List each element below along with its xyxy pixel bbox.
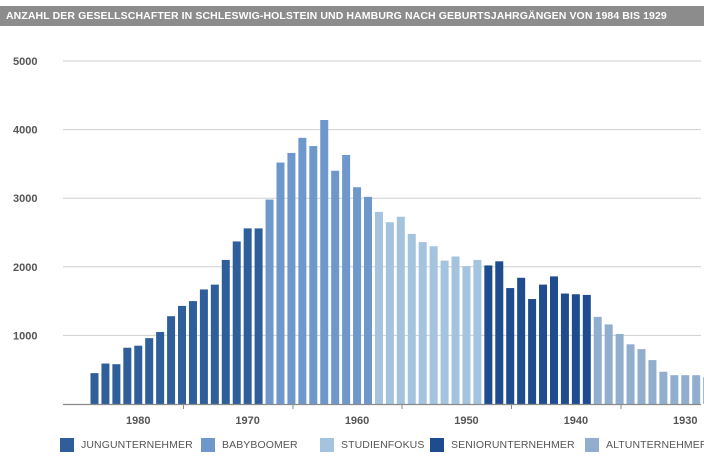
legend-label: JUNGUNTERNEHMER — [81, 439, 193, 451]
bar — [615, 334, 624, 404]
bar — [462, 266, 471, 404]
bar — [484, 265, 493, 404]
bar — [506, 288, 515, 404]
bar — [648, 360, 657, 404]
bar — [287, 152, 296, 404]
bar — [539, 284, 548, 404]
bar — [637, 349, 646, 404]
y-tick-label: 5000 — [13, 56, 37, 68]
bar — [243, 228, 252, 404]
legend-item: BABYBOOMER — [201, 438, 298, 452]
x-axis-ticks: 1980 1970 1960 1950 1940 1930 — [126, 404, 698, 427]
bar — [123, 347, 132, 404]
bar — [593, 316, 602, 404]
legend-label: BABYBOOMER — [222, 439, 298, 451]
bar — [342, 154, 351, 404]
x-tick-label: 1950 — [454, 415, 478, 427]
legend-item: ALTUNTERNEHMER — [585, 438, 704, 452]
legend: JUNGUNTERNEHMER BABYBOOMER STUDIENFOKUS SEN… — [0, 438, 704, 456]
legend-item: STUDIENFOKUS — [320, 438, 424, 452]
bar — [199, 289, 208, 404]
bar — [254, 228, 263, 404]
x-tick-label: 1940 — [564, 415, 588, 427]
bar — [265, 199, 274, 404]
bar — [571, 294, 580, 404]
legend-swatch — [430, 438, 444, 452]
y-tick-label: 1000 — [13, 330, 37, 342]
bar — [517, 277, 526, 404]
bar — [396, 216, 405, 404]
legend-label: STUDIENFOKUS — [341, 439, 425, 451]
y-tick-label: 2000 — [13, 262, 37, 274]
bar — [134, 345, 143, 404]
bar — [473, 259, 482, 404]
chart-title: ANZAHL DER GESELLSCHAFTER IN SCHLESWIG-H… — [0, 6, 704, 26]
legend-label: SENIORUNTERNEHMER — [451, 439, 575, 451]
bar — [385, 222, 394, 404]
bar — [353, 187, 362, 404]
bar — [407, 233, 416, 404]
legend-swatch — [585, 438, 599, 452]
bar — [221, 259, 230, 404]
bar — [418, 242, 427, 404]
x-tick-label: 1930 — [673, 415, 697, 427]
bar — [364, 196, 372, 404]
bar — [188, 301, 197, 404]
bars — [90, 119, 704, 404]
bar — [156, 331, 165, 404]
bar — [90, 373, 99, 404]
x-tick-label: 1970 — [235, 415, 259, 427]
bar — [331, 170, 340, 404]
bar — [101, 363, 110, 404]
bar — [659, 371, 668, 404]
bar — [178, 305, 187, 404]
legend-item: JUNGUNTERNEHMER — [60, 438, 193, 452]
legend-swatch — [60, 438, 74, 452]
bar — [549, 276, 558, 404]
bar — [167, 316, 176, 404]
bar-chart: 1000 2000 3000 4000 5000 1980 1970 1960 1950 194… — [13, 56, 704, 427]
y-tick-label: 3000 — [13, 193, 37, 205]
bar — [374, 211, 383, 404]
bar — [112, 364, 121, 404]
x-tick-label: 1980 — [126, 415, 150, 427]
legend-swatch — [320, 438, 334, 452]
y-axis-tick-labels: 1000 2000 3000 4000 5000 — [13, 56, 37, 342]
bar — [451, 256, 460, 404]
bar — [626, 344, 635, 404]
x-tick-label: 1960 — [345, 415, 369, 427]
bar — [276, 162, 285, 404]
bar — [320, 119, 329, 404]
legend-label: ALTUNTERNEHMER — [606, 439, 704, 451]
bar — [145, 338, 154, 404]
bar — [560, 293, 569, 404]
bar — [232, 241, 241, 404]
bar — [309, 146, 318, 404]
bar — [681, 375, 690, 404]
bar — [298, 137, 307, 404]
bar — [604, 324, 613, 404]
bar — [429, 246, 438, 404]
legend-swatch — [201, 438, 215, 452]
legend-item: SENIORUNTERNEHMER — [430, 438, 575, 452]
bar — [210, 284, 219, 404]
bar — [440, 260, 449, 404]
bar — [670, 375, 679, 404]
bar — [528, 299, 537, 404]
y-tick-label: 4000 — [13, 125, 37, 137]
bar — [582, 294, 591, 404]
bar — [495, 261, 504, 404]
bar — [692, 375, 701, 404]
